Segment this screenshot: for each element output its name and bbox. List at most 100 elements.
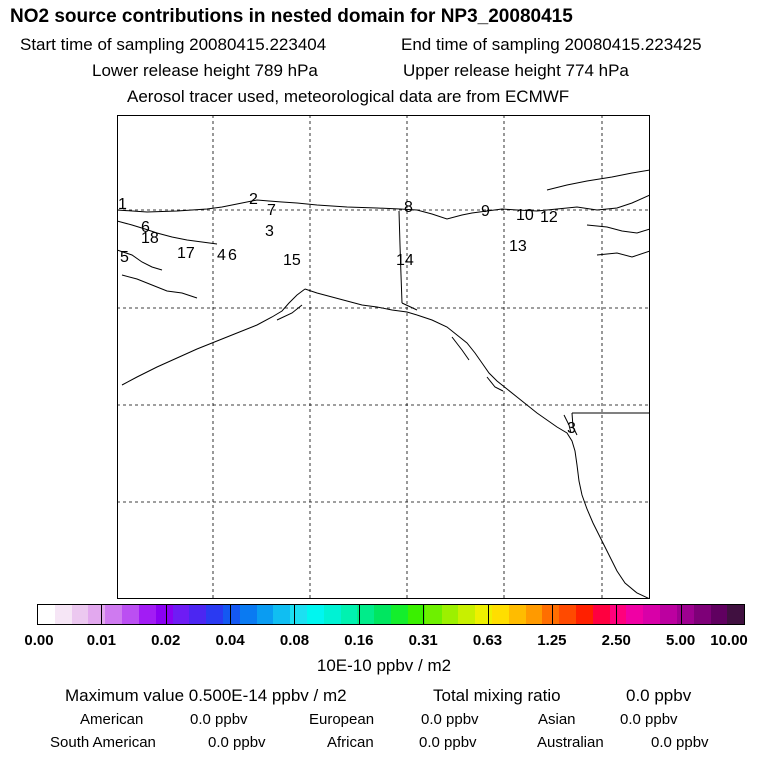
colorbar-tick-label: 0.00 <box>24 632 54 649</box>
colorbar-tick-label: 0.63 <box>472 632 503 649</box>
upper-release-height-label: Upper release height 774 hPa <box>403 61 629 80</box>
end-time-label: End time of sampling 20080415.223425 <box>401 35 702 54</box>
colorbar-tick-label: 0.01 <box>86 632 116 649</box>
colorbar-tick-label: 0.31 <box>408 632 438 649</box>
colorbar-divider <box>551 604 553 625</box>
source-label: 9 <box>481 203 490 220</box>
colorbar-segment <box>155 605 173 624</box>
south-american-label: South American <box>50 734 156 751</box>
source-label: 15 <box>283 252 301 269</box>
source-label: 10 <box>516 207 534 224</box>
australian-label: Australian <box>537 734 604 751</box>
african-value: 0.0 ppbv <box>419 734 477 751</box>
source-label: 6 <box>228 247 237 264</box>
colorbar-tick-label: 5.00 <box>666 632 696 649</box>
colorbar-segment <box>407 605 425 624</box>
max-value-label: Maximum value 0.500E-14 ppbv / m2 <box>65 686 347 705</box>
colorbar-segment <box>559 605 576 624</box>
african-label: African <box>327 734 374 751</box>
colorbar-divider <box>616 604 618 625</box>
colorbar-segment <box>710 605 728 624</box>
colorbar-divider <box>165 604 167 625</box>
colorbar-segment <box>290 605 307 624</box>
colorbar-divider <box>101 604 103 625</box>
asian-value: 0.0 ppbv <box>620 711 678 728</box>
colorbar-segment <box>54 605 72 624</box>
source-label: 1 <box>118 196 127 213</box>
colorbar-segment <box>222 605 240 624</box>
colorbar-segment <box>592 605 610 624</box>
colorbar-segment <box>458 605 476 624</box>
colorbar-divider <box>680 604 682 625</box>
colorbar-segment <box>508 605 526 624</box>
page-title: NO2 source contributions in nested domai… <box>10 6 573 27</box>
tracer-note: Aerosol tracer used, meteorological data… <box>127 87 570 106</box>
colorbar-segment <box>424 605 442 624</box>
colorbar-segment <box>189 605 207 624</box>
colorbar-divider <box>487 604 489 625</box>
colorbar-segment <box>475 605 492 624</box>
map-svg: 1 2 7 3 8 9 10 12 6 18 17 4 6 5 15 14 13… <box>117 115 650 599</box>
source-label: 5 <box>120 249 129 266</box>
source-label: 18 <box>141 230 159 247</box>
colorbar-segment <box>626 605 644 624</box>
colorbar-segment <box>256 605 274 624</box>
source-label: 3 <box>567 420 576 437</box>
colorbar-segment <box>105 605 123 624</box>
colorbar-tick-label: 1.25 <box>537 632 567 649</box>
colorbar-segment <box>273 605 291 624</box>
total-mixing-label: Total mixing ratio <box>433 686 561 705</box>
coastlines <box>117 169 650 599</box>
source-label: 14 <box>396 252 414 269</box>
start-time-label: Start time of sampling 20080415.223404 <box>20 35 327 54</box>
colorbar-segment <box>122 605 139 624</box>
european-value: 0.0 ppbv <box>421 711 479 728</box>
colorbar-segment <box>307 605 324 624</box>
colorbar-unit: 10E-10 ppbv / m2 <box>316 656 452 675</box>
colorbar-segment <box>172 605 190 624</box>
colorbar-divider <box>358 604 360 625</box>
colorbar-segment <box>88 605 106 624</box>
european-label: European <box>309 711 375 728</box>
map-panel: 1 2 7 3 8 9 10 12 6 18 17 4 6 5 15 14 13… <box>117 115 650 599</box>
colorbar <box>37 604 745 625</box>
asian-label: Asian <box>538 711 576 728</box>
colorbar-segment <box>676 605 694 624</box>
colorbar-divider <box>230 604 232 625</box>
source-label: 13 <box>509 238 527 255</box>
colorbar-segment <box>609 605 627 624</box>
colorbar-segment <box>323 605 341 624</box>
colorbar-segment <box>542 605 560 624</box>
colorbar-segment <box>727 605 745 624</box>
source-label: 12 <box>540 209 558 226</box>
colorbar-tick-label: 10.00 <box>710 632 748 649</box>
colorbar-tick-label: 0.02 <box>151 632 181 649</box>
source-label: 2 <box>249 191 258 208</box>
source-label: 8 <box>404 199 413 216</box>
colorbar-divider <box>423 604 425 625</box>
colorbar-segment <box>693 605 711 624</box>
colorbar-segment <box>239 605 257 624</box>
colorbar-segment <box>340 605 358 624</box>
source-label: 6 <box>141 219 150 236</box>
colorbar-segment <box>206 605 223 624</box>
colorbar-divider <box>294 604 296 625</box>
colorbar-segment <box>138 605 156 624</box>
total-mixing-value: 0.0 ppbv <box>626 686 692 705</box>
source-label: 4 <box>217 247 226 264</box>
graticule <box>117 115 650 599</box>
colorbar-segment <box>374 605 392 624</box>
colorbar-segment <box>71 605 89 624</box>
colorbar-segment <box>643 605 661 624</box>
colorbar-tick-label: 0.04 <box>215 632 245 649</box>
colorbar-segment <box>38 605 55 624</box>
colorbar-segment <box>491 605 509 624</box>
source-label: 3 <box>265 223 274 240</box>
colorbar-tick-label: 0.16 <box>344 632 374 649</box>
colorbar-segment <box>441 605 459 624</box>
australian-value: 0.0 ppbv <box>651 734 709 751</box>
colorbar-segment <box>576 605 593 624</box>
south-american-value: 0.0 ppbv <box>208 734 266 751</box>
colorbar-segment <box>391 605 408 624</box>
source-label: 17 <box>177 245 195 262</box>
